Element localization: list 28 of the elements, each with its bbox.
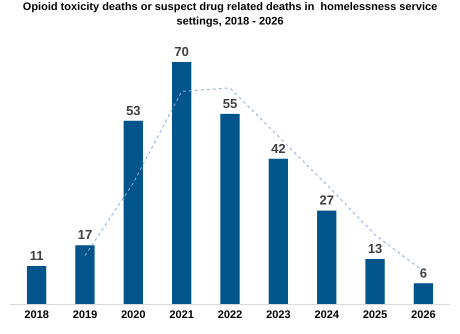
data-label: 27 bbox=[319, 192, 334, 208]
x-tick-label: 2022 bbox=[218, 309, 242, 322]
x-tick-label: 2021 bbox=[169, 309, 194, 322]
bar bbox=[26, 266, 46, 304]
x-tick-label: 2023 bbox=[266, 309, 291, 322]
x-tick-label: 2025 bbox=[362, 309, 388, 322]
bar bbox=[414, 283, 434, 304]
bar bbox=[220, 114, 240, 304]
data-label: 55 bbox=[222, 96, 238, 111]
data-label: 11 bbox=[30, 248, 44, 263]
chart-title: Opioid toxicity deaths or suspect drug related deaths in homelessness service settings, 2018 - 2026 bbox=[22, 1, 438, 28]
bar bbox=[365, 259, 385, 304]
x-tick-label: 2026 bbox=[411, 309, 436, 322]
data-label: 6 bbox=[420, 265, 428, 280]
data-label: 70 bbox=[174, 44, 189, 59]
bar bbox=[75, 245, 95, 304]
data-label: 17 bbox=[78, 227, 92, 242]
bar bbox=[124, 120, 143, 304]
data-label: 53 bbox=[126, 102, 141, 118]
x-tick-label: 2024 bbox=[314, 309, 340, 322]
data-label: 42 bbox=[271, 140, 286, 156]
bar bbox=[268, 158, 288, 304]
bar bbox=[172, 62, 192, 304]
x-tick-label: 2020 bbox=[121, 309, 146, 322]
x-tick-label: 2018 bbox=[24, 309, 49, 322]
data-label: 13 bbox=[368, 241, 382, 256]
x-tick-label: 2019 bbox=[72, 309, 98, 322]
bar bbox=[317, 210, 336, 304]
